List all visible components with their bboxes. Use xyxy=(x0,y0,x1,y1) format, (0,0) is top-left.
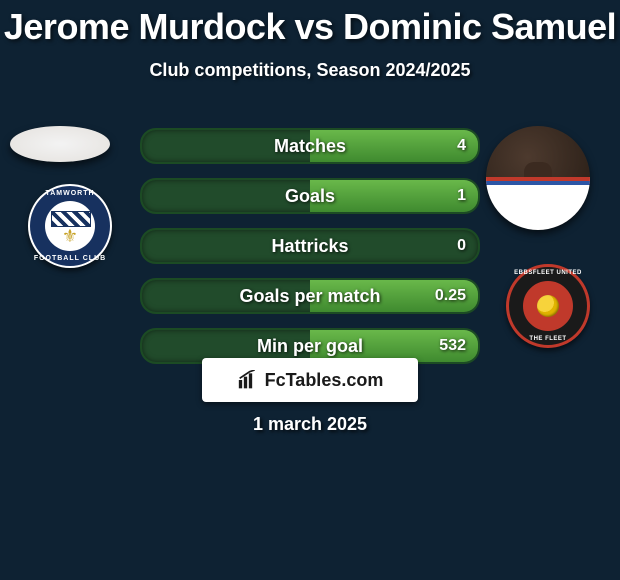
club-left-label-top: TAMWORTH xyxy=(30,190,110,197)
stat-label: Matches xyxy=(142,130,478,162)
page-subtitle: Club competitions, Season 2024/2025 xyxy=(0,60,620,81)
page-title: Jerome Murdock vs Dominic Samuel xyxy=(0,6,620,48)
stat-row-hattricks: Hattricks 0 xyxy=(140,228,480,264)
stat-label: Goals per match xyxy=(142,280,478,312)
club-left-label-bottom: FOOTBALL CLUB xyxy=(30,255,110,262)
date-label: 1 march 2025 xyxy=(0,414,620,435)
stat-value-right: 0 xyxy=(457,230,466,262)
watermark: FcTables.com xyxy=(202,358,418,402)
football-icon xyxy=(537,295,559,317)
ebbsfleet-badge: EBBSFLEET UNITED THE FLEET xyxy=(509,267,587,345)
stat-row-matches: Matches 4 xyxy=(140,128,480,164)
ebbsfleet-badge-inner xyxy=(523,281,573,331)
club-right-label-top: EBBSFLEET UNITED xyxy=(509,270,587,276)
fleur-de-lis-icon: ⚜ xyxy=(62,227,78,245)
tamworth-badge-inner: ⚜ xyxy=(45,201,95,251)
tamworth-checker-icon xyxy=(51,211,91,227)
club-left-badge: TAMWORTH ⚜ FOOTBALL CLUB xyxy=(28,184,112,268)
player-right-avatar xyxy=(486,126,590,230)
stat-value-right: 0.25 xyxy=(435,280,466,312)
club-right-label-bottom: THE FLEET xyxy=(509,336,587,342)
stat-value-right: 4 xyxy=(457,130,466,162)
watermark-text: FcTables.com xyxy=(265,370,384,391)
comparison-infographic: Jerome Murdock vs Dominic Samuel Club co… xyxy=(0,6,620,580)
bar-chart-icon xyxy=(237,370,259,390)
stats-bars: Matches 4 Goals 1 Hattricks 0 Goals per … xyxy=(140,128,480,378)
stat-label: Hattricks xyxy=(142,230,478,262)
stat-value-right: 532 xyxy=(439,330,466,362)
club-right-badge: EBBSFLEET UNITED THE FLEET xyxy=(506,264,590,348)
stat-value-right: 1 xyxy=(457,180,466,212)
player-left-avatar xyxy=(10,126,110,162)
stat-row-goals: Goals 1 xyxy=(140,178,480,214)
avatar-jersey xyxy=(486,177,590,230)
tamworth-badge: TAMWORTH ⚜ FOOTBALL CLUB xyxy=(30,186,110,266)
stat-label: Goals xyxy=(142,180,478,212)
stat-row-goals-per-match: Goals per match 0.25 xyxy=(140,278,480,314)
